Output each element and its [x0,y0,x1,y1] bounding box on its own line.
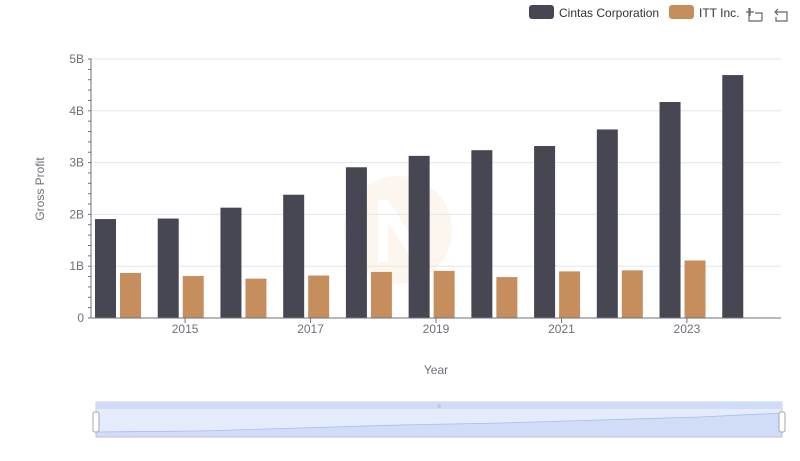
legend-swatch-itt [669,5,694,19]
bar-itt-2015[interactable] [182,276,204,318]
y-tick-label: 2B [69,207,84,221]
zoom-icon[interactable] [746,8,763,22]
bar-cintas-2014[interactable] [95,219,116,318]
x-tick-label: 2017 [297,322,324,336]
x-axis: 2015 2017 2019 2021 2023 [91,317,781,336]
bar-itt-2014[interactable] [120,272,141,318]
y-axis-title: Gross Profit [33,157,47,221]
bar-cintas-2017[interactable] [283,194,305,318]
bar-itt-2023[interactable] [684,260,706,318]
slider-grip-icon[interactable]: ≡ [437,404,441,410]
bar-itt-2017[interactable] [308,275,330,318]
data-zoom-slider[interactable]: ≡ [92,401,786,438]
bar-itt-2019[interactable] [433,270,455,318]
y-tick-label: 3B [69,156,84,170]
restore-icon[interactable] [774,8,788,22]
bar-cintas-2018[interactable] [345,167,367,318]
x-axis-title: Year [424,363,448,377]
y-tick-label: 0 [77,311,84,325]
bar-cintas-2021[interactable] [534,146,556,318]
bar-cintas-2023[interactable] [659,101,681,318]
x-tick-label: 2015 [172,322,199,336]
legend-item-cintas[interactable]: Cintas Corporation [529,5,659,20]
slider-preview-area [95,412,783,438]
bar-cintas-2022[interactable] [596,129,618,318]
bar-cintas-2015[interactable] [157,218,179,318]
bars [95,75,744,318]
x-tick-label: 2021 [548,322,575,336]
bar-cintas-2020[interactable] [471,150,493,318]
legend-label-cintas: Cintas Corporation [559,6,659,20]
bar-itt-2016[interactable] [245,278,267,318]
y-axis: 0 1B 2B 3B 4B 5B [69,52,92,325]
y-tick-label: 4B [69,104,84,118]
bar-itt-2021[interactable] [559,271,581,318]
slider-handle-left[interactable] [92,411,100,433]
y-tick-label: 1B [69,259,84,273]
slider-handle-right[interactable] [778,411,786,433]
bar-itt-2020[interactable] [496,277,518,318]
legend-item-itt[interactable]: ITT Inc. [669,5,739,20]
legend: Cintas Corporation ITT Inc. [529,5,739,20]
x-tick-label: 2023 [674,322,701,336]
y-tick-label: 5B [69,52,84,66]
bar-itt-2018[interactable] [370,271,392,318]
legend-swatch-cintas [529,5,554,19]
bar-cintas-2016[interactable] [220,207,242,318]
bar-cintas-2019[interactable] [408,155,430,318]
bar-cintas-2024[interactable] [722,75,744,318]
legend-label-itt: ITT Inc. [699,6,739,20]
bar-itt-2022[interactable] [621,270,643,318]
x-tick-label: 2019 [423,322,450,336]
slider-top-bar[interactable] [96,402,782,409]
